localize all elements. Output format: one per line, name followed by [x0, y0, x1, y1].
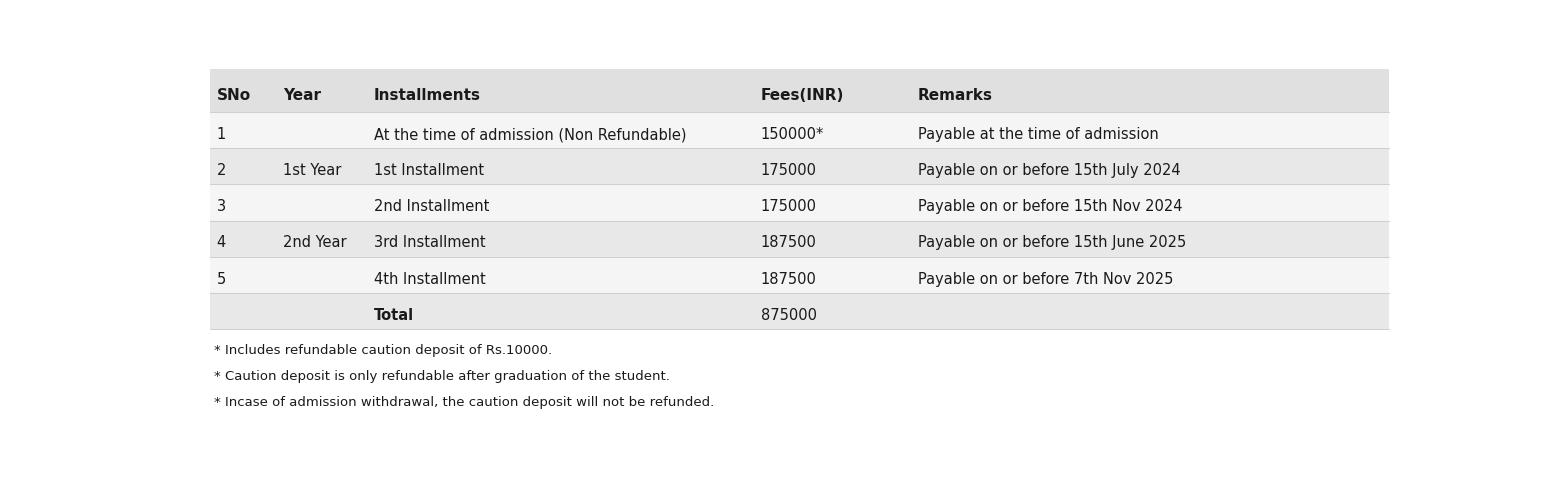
Text: 187500: 187500: [761, 236, 817, 251]
Text: Payable on or before 7th Nov 2025: Payable on or before 7th Nov 2025: [917, 272, 1173, 287]
Text: 175000: 175000: [761, 199, 817, 214]
Text: 175000: 175000: [761, 163, 817, 178]
Text: Year: Year: [284, 89, 321, 103]
Bar: [209, 257, 1390, 293]
Text: 3: 3: [217, 199, 226, 214]
Text: 4th Installment: 4th Installment: [374, 272, 485, 287]
Bar: [209, 293, 1390, 329]
Text: * Incase of admission withdrawal, the caution deposit will not be refunded.: * Incase of admission withdrawal, the ca…: [214, 396, 714, 409]
Text: 875000: 875000: [761, 308, 817, 323]
Text: 3rd Installment: 3rd Installment: [374, 236, 485, 251]
Bar: [209, 112, 1390, 148]
Text: 1st Installment: 1st Installment: [374, 163, 484, 178]
Text: 2nd Installment: 2nd Installment: [374, 199, 490, 214]
Text: 187500: 187500: [761, 272, 817, 287]
Bar: [209, 148, 1390, 184]
Text: Total: Total: [374, 308, 413, 323]
Text: 4: 4: [217, 236, 226, 251]
Text: At the time of admission (Non Refundable): At the time of admission (Non Refundable…: [374, 127, 686, 142]
Text: Payable on or before 15th Nov 2024: Payable on or before 15th Nov 2024: [917, 199, 1182, 214]
Text: 1: 1: [217, 127, 226, 142]
Bar: [209, 184, 1390, 221]
Text: Payable at the time of admission: Payable at the time of admission: [917, 127, 1159, 142]
Text: Installments: Installments: [374, 89, 480, 103]
Text: * Includes refundable caution deposit of Rs.10000.: * Includes refundable caution deposit of…: [214, 344, 552, 357]
Bar: [209, 69, 1390, 112]
Text: Payable on or before 15th July 2024: Payable on or before 15th July 2024: [917, 163, 1181, 178]
Bar: [209, 221, 1390, 257]
Text: * Caution deposit is only refundable after graduation of the student.: * Caution deposit is only refundable aft…: [214, 370, 671, 383]
Text: SNo: SNo: [217, 89, 251, 103]
Text: Fees(INR): Fees(INR): [761, 89, 844, 103]
Text: Remarks: Remarks: [917, 89, 994, 103]
Text: Payable on or before 15th June 2025: Payable on or before 15th June 2025: [917, 236, 1186, 251]
Text: 5: 5: [217, 272, 226, 287]
Text: 1st Year: 1st Year: [284, 163, 342, 178]
Text: 150000*: 150000*: [761, 127, 824, 142]
Text: 2: 2: [217, 163, 226, 178]
Text: 2nd Year: 2nd Year: [284, 236, 346, 251]
